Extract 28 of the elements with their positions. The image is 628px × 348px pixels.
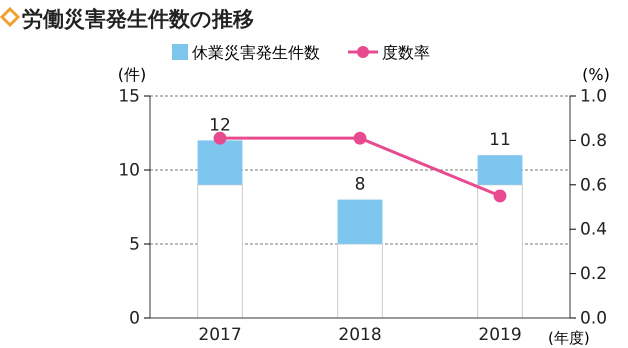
y2-tick-label: 0.6 bbox=[580, 175, 608, 196]
legend-label: 度数率 bbox=[382, 43, 430, 62]
y-tick-label: 0 bbox=[129, 308, 140, 328]
total-label: 12 bbox=[209, 115, 231, 136]
y-tick-label: 10 bbox=[118, 160, 140, 180]
y2-tick-label: 0.0 bbox=[580, 308, 608, 328]
y-tick-label: 15 bbox=[118, 86, 140, 106]
y2-tick-label: 0.4 bbox=[580, 220, 608, 240]
legend-label: 休業災害発生件数 bbox=[192, 43, 320, 62]
total-label: 8 bbox=[354, 174, 366, 195]
y2-axis-title: (%) bbox=[582, 65, 610, 84]
y2-tick-label: 1.0 bbox=[580, 86, 608, 106]
bar bbox=[198, 140, 242, 185]
chart-title: 労働災害発生件数の推移 bbox=[22, 7, 254, 31]
x-tick-label: 2018 bbox=[338, 325, 382, 346]
x-axis-title: (年度) bbox=[548, 329, 590, 347]
y-axis-title: (件) bbox=[118, 65, 146, 84]
bar bbox=[197, 184, 243, 318]
total-label: 11 bbox=[489, 130, 511, 150]
x-tick-label: 2017 bbox=[198, 325, 242, 346]
y2-tick-label: 0.2 bbox=[580, 264, 608, 284]
x-tick-label: 2019 bbox=[478, 325, 522, 346]
bar bbox=[337, 244, 383, 318]
bar bbox=[478, 155, 522, 185]
bar bbox=[338, 200, 382, 244]
bar bbox=[477, 184, 523, 318]
y-tick-label: 5 bbox=[129, 234, 140, 254]
y2-tick-label: 0.8 bbox=[580, 130, 608, 151]
